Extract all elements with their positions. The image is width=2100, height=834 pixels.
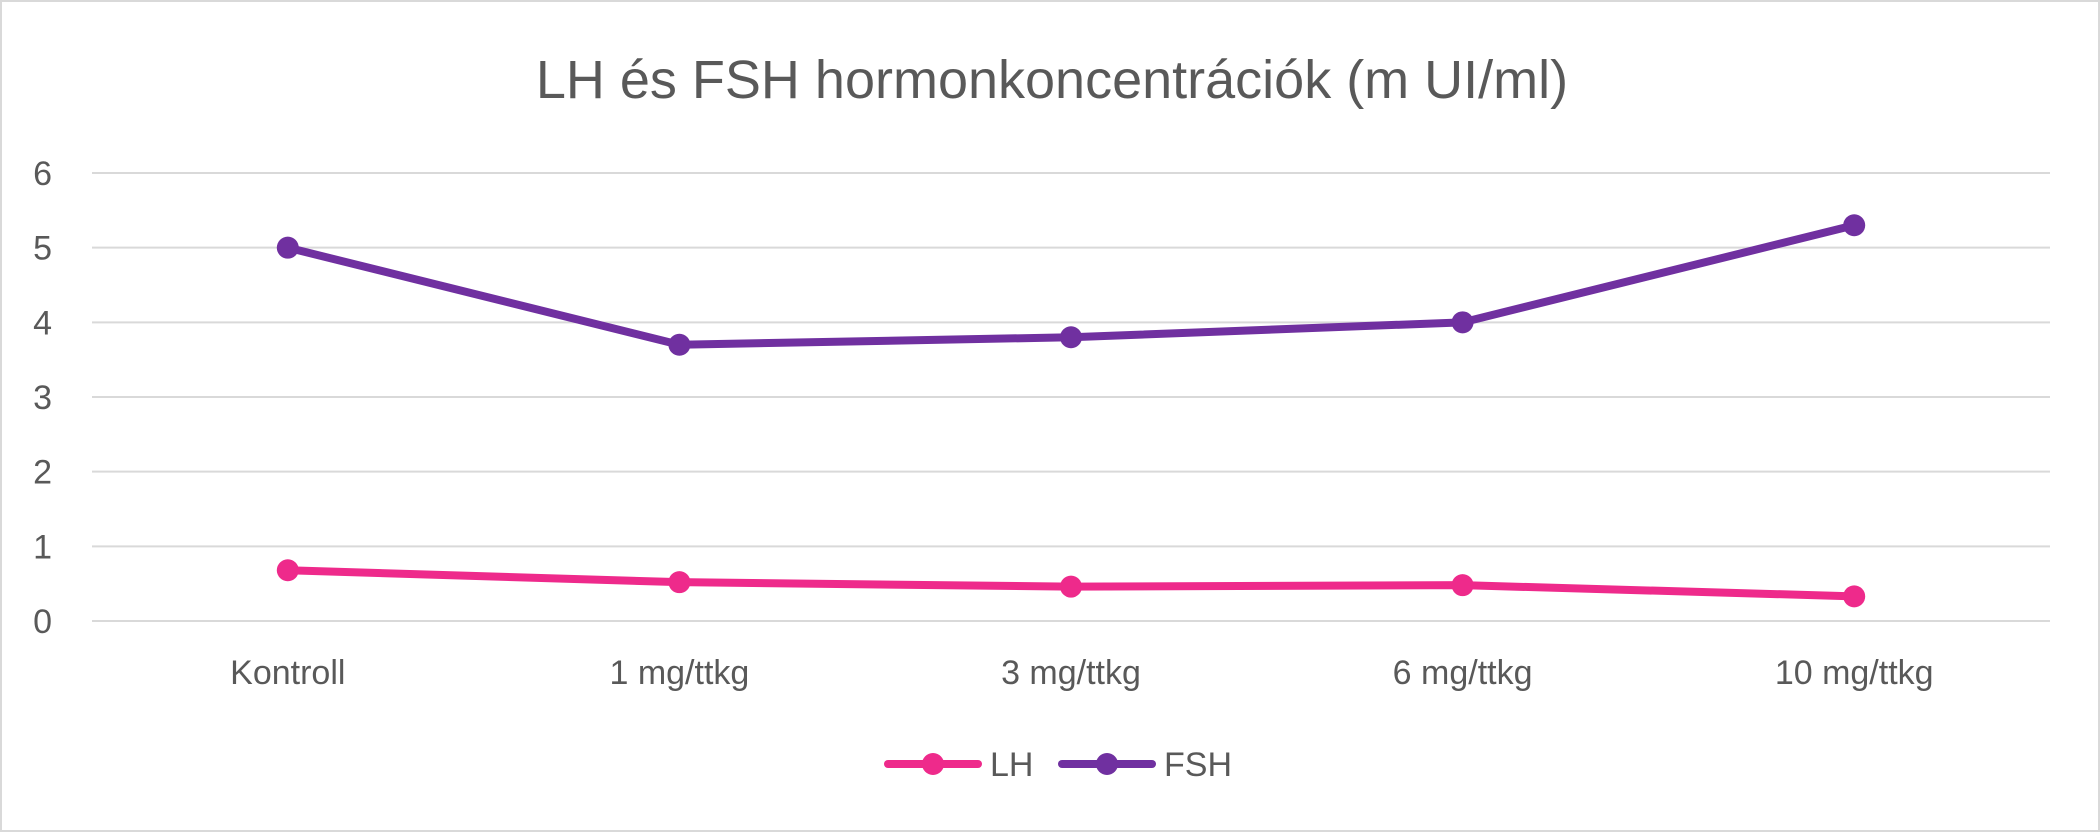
legend-dot-marker	[922, 753, 944, 775]
y-axis-ticks: 0 1 2 3 4 5 6	[33, 155, 52, 641]
gridlines	[92, 172, 2050, 622]
data-point	[668, 333, 691, 356]
y-tick-label: 3	[33, 379, 52, 417]
data-point	[1451, 574, 1474, 597]
data-point	[1843, 214, 1866, 237]
legend-item-lh: LH	[884, 746, 1033, 784]
x-category-label: 6 mg/ttkg	[1393, 654, 1533, 692]
x-category-label: Kontroll	[230, 654, 345, 692]
series-lines	[276, 214, 1866, 608]
legend-label: LH	[990, 746, 1033, 784]
data-point	[668, 571, 691, 594]
data-point	[276, 559, 299, 582]
y-tick-label: 0	[33, 603, 52, 641]
data-point	[1843, 585, 1866, 608]
x-axis-categories: Kontroll 1 mg/ttkg 3 mg/ttkg 6 mg/ttkg 10 mg…	[230, 654, 1933, 692]
legend-label: FSH	[1164, 746, 1232, 784]
chart-title: LH és FSH hormonkoncentrációk (m UI/ml)	[536, 50, 1568, 110]
x-category-label: 10 mg/ttkg	[1775, 654, 1934, 692]
y-tick-label: 1	[33, 528, 52, 566]
legend: LH FSH	[884, 746, 1232, 784]
y-tick-label: 2	[33, 454, 52, 492]
series-fsh	[276, 214, 1866, 356]
series-lh	[276, 559, 1866, 608]
x-category-label: 1 mg/ttkg	[609, 654, 749, 692]
x-category-label: 3 mg/ttkg	[1001, 654, 1141, 692]
data-point	[1451, 311, 1474, 334]
y-tick-label: 4	[33, 304, 52, 342]
y-tick-label: 6	[33, 155, 52, 193]
legend-item-fsh: FSH	[1058, 746, 1232, 784]
data-point	[1060, 326, 1082, 349]
legend-dot-marker	[1096, 753, 1118, 775]
data-point	[276, 236, 299, 259]
y-tick-label: 5	[33, 230, 52, 268]
data-point	[1060, 575, 1082, 598]
